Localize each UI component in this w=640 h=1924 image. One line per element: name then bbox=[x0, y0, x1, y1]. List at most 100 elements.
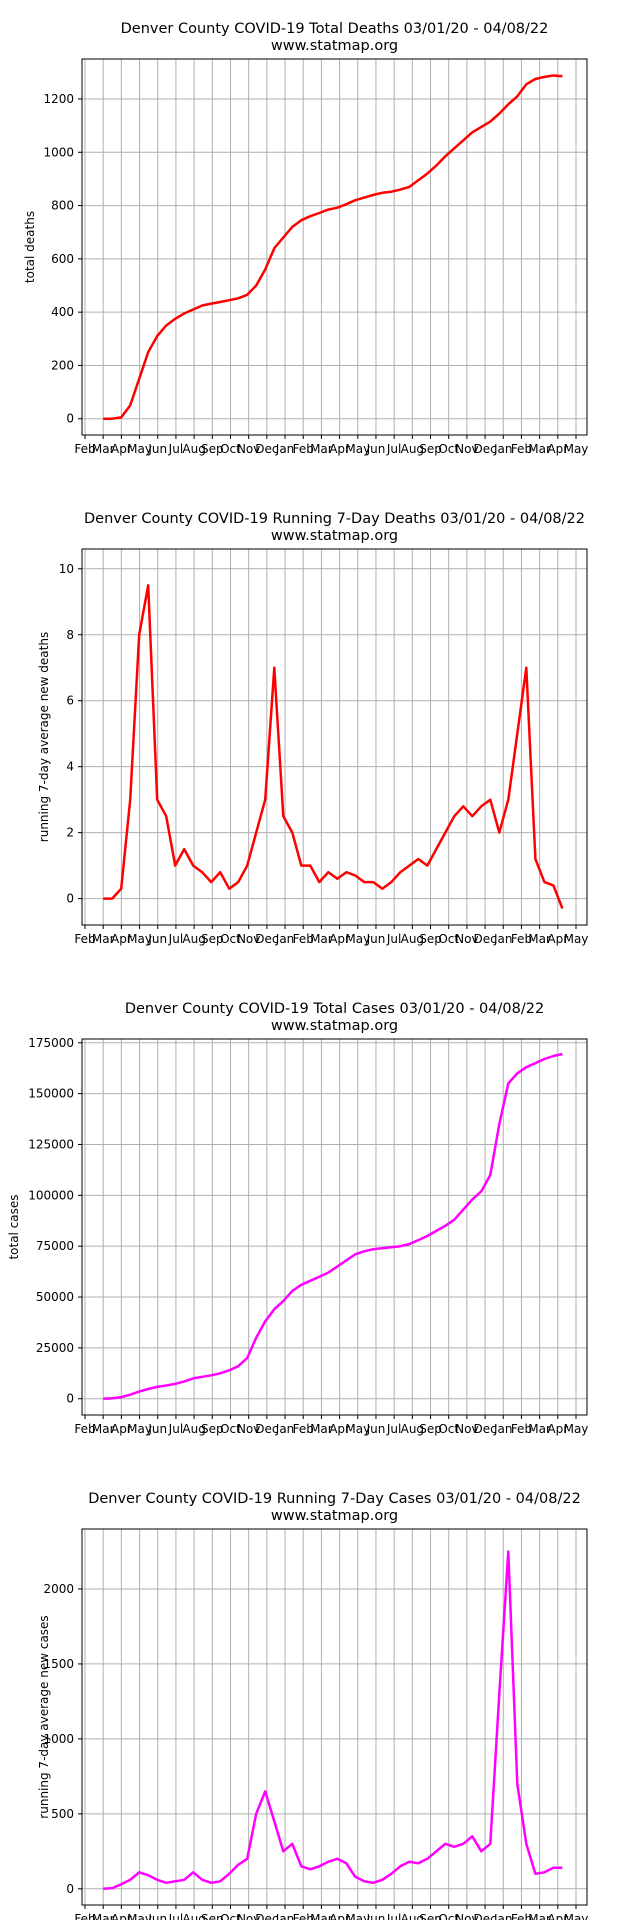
x-tick-label: May bbox=[345, 1422, 370, 1436]
x-tick-label: Jan bbox=[493, 1912, 513, 1920]
x-tick-label: Apr bbox=[111, 1422, 132, 1436]
data-line bbox=[103, 1550, 563, 1891]
x-tick-label: Mar bbox=[92, 1422, 115, 1436]
y-tick-label: 0 bbox=[66, 412, 74, 426]
x-tick-label: Mar bbox=[310, 1422, 333, 1436]
x-tick-label: Mar bbox=[528, 932, 551, 946]
x-tick-label: Jun bbox=[147, 442, 167, 456]
x-tick-label: Nov bbox=[237, 932, 260, 946]
y-tick-label: 200 bbox=[51, 358, 74, 372]
y-tick-label: 1000 bbox=[43, 1732, 74, 1746]
x-tick-label: Mar bbox=[528, 1422, 551, 1436]
data-line bbox=[103, 74, 563, 420]
y-tick-label: 0 bbox=[66, 892, 74, 906]
x-tick-label: Jan bbox=[493, 932, 513, 946]
data-line bbox=[103, 1052, 563, 1400]
plot-frame bbox=[81, 548, 588, 926]
x-tick-label: May bbox=[564, 932, 589, 946]
y-tick-label: 800 bbox=[51, 199, 74, 213]
x-tick-label: Feb bbox=[74, 442, 95, 456]
y-tick-label: 1200 bbox=[43, 92, 74, 106]
x-tick-label: Dec bbox=[473, 442, 496, 456]
x-tick-label: Jul bbox=[168, 932, 183, 946]
x-tick-label: Sep bbox=[419, 932, 442, 946]
chart: Denver County COVID-19 Total Deaths 03/0… bbox=[23, 21, 588, 456]
chart: Denver County COVID-19 Running 7-Day Cas… bbox=[37, 1491, 589, 1924]
y-tick-label: 175000 bbox=[28, 1036, 74, 1050]
x-tick-label: Jan bbox=[493, 442, 513, 456]
plot-frame bbox=[81, 1528, 588, 1906]
x-tick-label: Jun bbox=[366, 1912, 386, 1920]
x-tick-label: Aug bbox=[401, 442, 424, 456]
x-tick-label: Aug bbox=[182, 1422, 205, 1436]
chart-subtitle: www.statmap.org bbox=[271, 528, 398, 544]
chart: Denver County COVID-19 Total Cases 03/01… bbox=[7, 1001, 588, 1436]
x-tick-label: Aug bbox=[401, 1422, 424, 1436]
x-tick-label: Apr bbox=[547, 1422, 568, 1436]
y-tick-label: 100000 bbox=[28, 1188, 74, 1202]
x-tick-label: Feb bbox=[511, 1422, 532, 1436]
y-tick-label: 0 bbox=[66, 1392, 74, 1406]
x-tick-label: May bbox=[127, 1422, 152, 1436]
x-tick-label: Apr bbox=[329, 442, 350, 456]
x-tick-label: Oct bbox=[438, 442, 459, 456]
x-tick-label: Nov bbox=[237, 1422, 260, 1436]
y-tick-label: 4 bbox=[66, 760, 74, 774]
x-tick-label: Feb bbox=[293, 932, 314, 946]
y-tick-label: 1000 bbox=[43, 145, 74, 159]
x-tick-label: Jun bbox=[366, 1422, 386, 1436]
x-tick-label: Nov bbox=[455, 442, 478, 456]
x-tick-label: Nov bbox=[237, 442, 260, 456]
y-tick-label: 1500 bbox=[43, 1657, 74, 1671]
y-axis-label: running 7-day average new cases bbox=[37, 1615, 51, 1818]
x-tick-label: Feb bbox=[293, 1422, 314, 1436]
x-tick-label: Oct bbox=[220, 442, 241, 456]
x-tick-label: Jan bbox=[275, 932, 295, 946]
x-tick-label: Apr bbox=[547, 932, 568, 946]
x-tick-label: Nov bbox=[455, 1422, 478, 1436]
x-tick-label: May bbox=[564, 1912, 589, 1920]
x-tick-label: Aug bbox=[182, 932, 205, 946]
x-tick-label: Dec bbox=[255, 442, 278, 456]
chart-title: Denver County COVID-19 Total Cases 03/01… bbox=[125, 1001, 544, 1017]
x-tick-label: Jul bbox=[386, 1912, 401, 1920]
x-tick-label: Jul bbox=[386, 932, 401, 946]
x-tick-label: Mar bbox=[310, 932, 333, 946]
chart-subtitle: www.statmap.org bbox=[271, 38, 398, 54]
data-line bbox=[103, 584, 564, 909]
x-tick-label: Sep bbox=[419, 442, 442, 456]
y-tick-label: 600 bbox=[51, 252, 74, 266]
x-tick-label: Mar bbox=[92, 932, 115, 946]
x-tick-label: Dec bbox=[473, 932, 496, 946]
x-tick-label: Apr bbox=[111, 442, 132, 456]
x-tick-label: May bbox=[564, 442, 589, 456]
x-tick-label: Dec bbox=[255, 932, 278, 946]
x-tick-label: Dec bbox=[255, 1422, 278, 1436]
chart-subtitle: www.statmap.org bbox=[271, 1018, 398, 1034]
x-tick-label: Oct bbox=[438, 932, 459, 946]
x-tick-label: Apr bbox=[329, 932, 350, 946]
x-tick-label: Mar bbox=[92, 442, 115, 456]
y-tick-label: 50000 bbox=[36, 1290, 74, 1304]
y-axis-label: total cases bbox=[7, 1194, 21, 1259]
x-tick-label: Jan bbox=[275, 1422, 295, 1436]
x-tick-label: Oct bbox=[438, 1422, 459, 1436]
y-tick-label: 75000 bbox=[36, 1239, 74, 1253]
x-tick-label: Feb bbox=[74, 1422, 95, 1436]
plot-frame bbox=[81, 58, 588, 436]
x-tick-label: May bbox=[345, 932, 370, 946]
x-tick-label: May bbox=[564, 1422, 589, 1436]
x-tick-label: Sep bbox=[201, 932, 224, 946]
x-tick-label: Jun bbox=[147, 1422, 167, 1436]
x-tick-label: Feb bbox=[511, 442, 532, 456]
x-tick-label: Sep bbox=[419, 1422, 442, 1436]
x-tick-label: Aug bbox=[182, 442, 205, 456]
x-tick-label: Jul bbox=[168, 1422, 183, 1436]
x-tick-label: Feb bbox=[511, 932, 532, 946]
x-tick-label: Jul bbox=[168, 1912, 183, 1920]
y-tick-label: 400 bbox=[51, 305, 74, 319]
y-tick-label: 10 bbox=[59, 562, 74, 576]
x-tick-label: May bbox=[127, 932, 152, 946]
